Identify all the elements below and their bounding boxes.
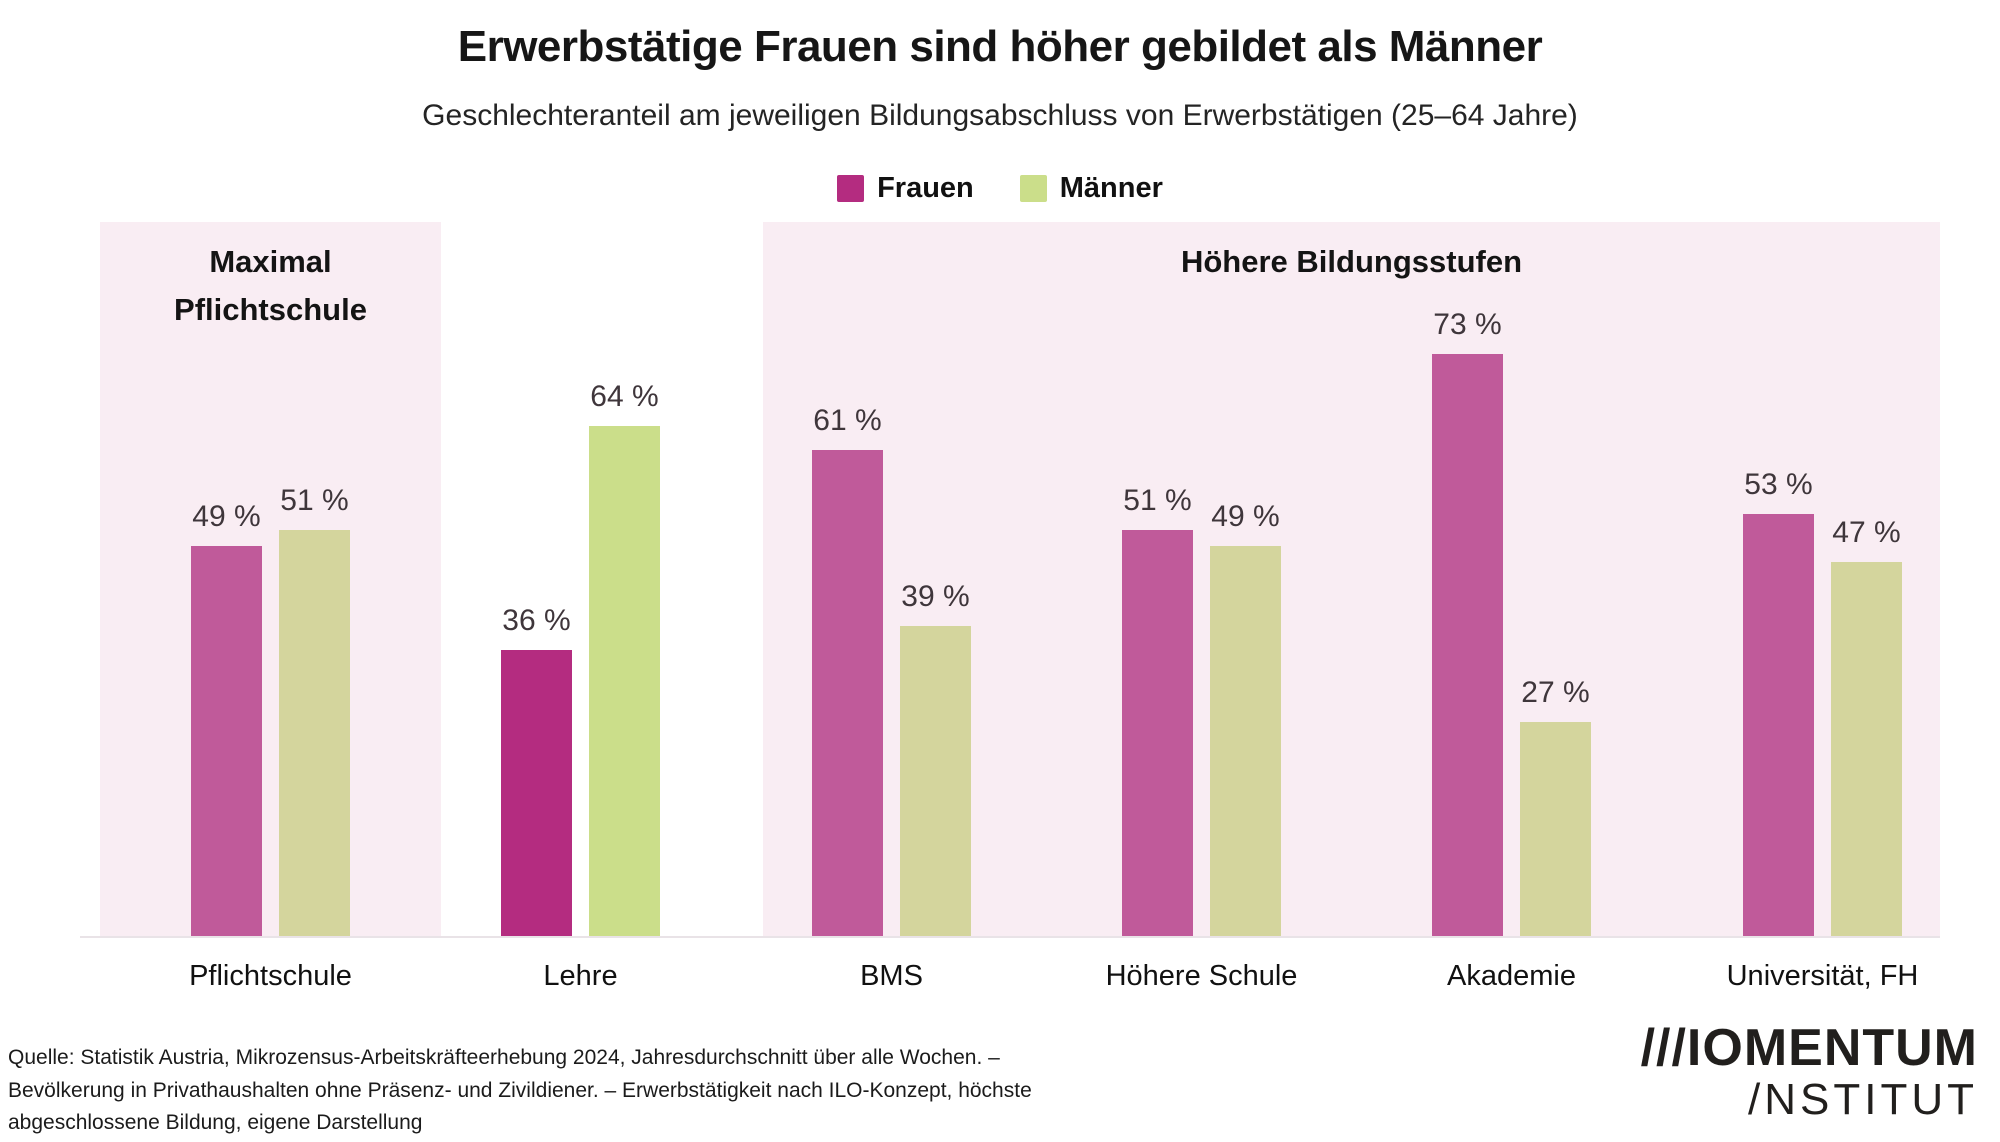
value-label-frauen-akademie: 73 % — [1433, 308, 1502, 341]
x-axis-label-pflichtschule: Pflichtschule — [189, 960, 352, 992]
chart-subtitle: Geschlechteranteil am jeweiligen Bildung… — [422, 99, 1578, 132]
bar-frauen-pflichtschule — [191, 546, 262, 938]
value-label-frauen-höhere-schule: 51 % — [1123, 484, 1192, 517]
value-label-männer-lehre: 64 % — [590, 380, 659, 413]
x-axis-label-höhere-schule: Höhere Schule — [1105, 960, 1298, 992]
legend-item-maenner: Männer — [1019, 172, 1163, 205]
value-label-männer-universität-fh: 47 % — [1832, 516, 1901, 549]
source-line-1: Quelle: Statistik Austria, Mikrozensus-A… — [8, 1046, 1000, 1069]
bar-männer-lehre — [589, 426, 660, 938]
bar-männer-akademie — [1520, 722, 1591, 938]
frauen-swatch-icon — [837, 175, 865, 202]
value-label-frauen-universität-fh: 53 % — [1744, 468, 1813, 501]
chart-title: Erwerbstätige Frauen sind höher gebildet… — [457, 22, 1543, 71]
panel-right-title: Höhere Bildungsstufen — [1180, 244, 1522, 279]
panel-left-title-line2: Pflichtschule — [174, 292, 367, 327]
x-axis-label-akademie: Akademie — [1447, 960, 1576, 992]
legend-label-maenner: Männer — [1059, 172, 1163, 204]
panel-left-title-line1: Maximal — [209, 244, 332, 279]
value-label-frauen-bms: 61 % — [813, 404, 882, 437]
legend-item-frauen: Frauen — [837, 172, 974, 205]
bar-männer-universität-fh — [1831, 562, 1902, 938]
logo-institut-line: /NSTITUT — [1748, 1075, 1978, 1124]
source-note: Quelle: Statistik Austria, Mikrozensus-A… — [8, 1042, 1032, 1140]
bar-männer-pflichtschule — [279, 530, 350, 938]
x-axis-label-universität-fh: Universität, FH — [1726, 960, 1919, 992]
x-axis-label-bms: BMS — [860, 960, 923, 992]
value-label-männer-höhere-schule: 49 % — [1211, 500, 1280, 533]
x-axis-line — [80, 936, 1940, 938]
legend: Frauen Männer — [0, 172, 2000, 205]
bar-männer-höhere-schule — [1210, 546, 1281, 938]
x-axis-label-lehre: Lehre — [543, 960, 618, 992]
bar-frauen-lehre — [501, 650, 572, 938]
bar-frauen-universität-fh — [1743, 514, 1814, 938]
value-label-frauen-pflichtschule: 49 % — [192, 500, 261, 533]
source-line-2: Bevölkerung in Privathaushalten ohne Prä… — [8, 1078, 1032, 1102]
source-line-3: abgeschlossene Bildung, eigene Darstellu… — [8, 1111, 423, 1134]
bar-frauen-höhere-schule — [1122, 530, 1193, 938]
panel-left-title: Maximal Pflichtschule — [100, 238, 441, 334]
value-label-männer-akademie: 27 % — [1521, 676, 1590, 709]
maenner-swatch-icon — [1019, 175, 1047, 202]
panel-maximal-pflichtschule: Maximal Pflichtschule — [100, 222, 441, 937]
value-label-männer-bms: 39 % — [901, 580, 970, 613]
momentum-institut-logo: ///IOMENTUM /NSTITUT — [1641, 1022, 1978, 1126]
bar-frauen-akademie — [1432, 354, 1503, 938]
bar-männer-bms — [900, 626, 971, 938]
value-label-frauen-lehre: 36 % — [502, 604, 571, 637]
logo-momentum-line: ///IOMENTUM — [1640, 1019, 1978, 1077]
value-label-männer-pflichtschule: 51 % — [280, 484, 349, 517]
legend-label-frauen: Frauen — [877, 172, 974, 204]
bar-frauen-bms — [812, 450, 883, 938]
